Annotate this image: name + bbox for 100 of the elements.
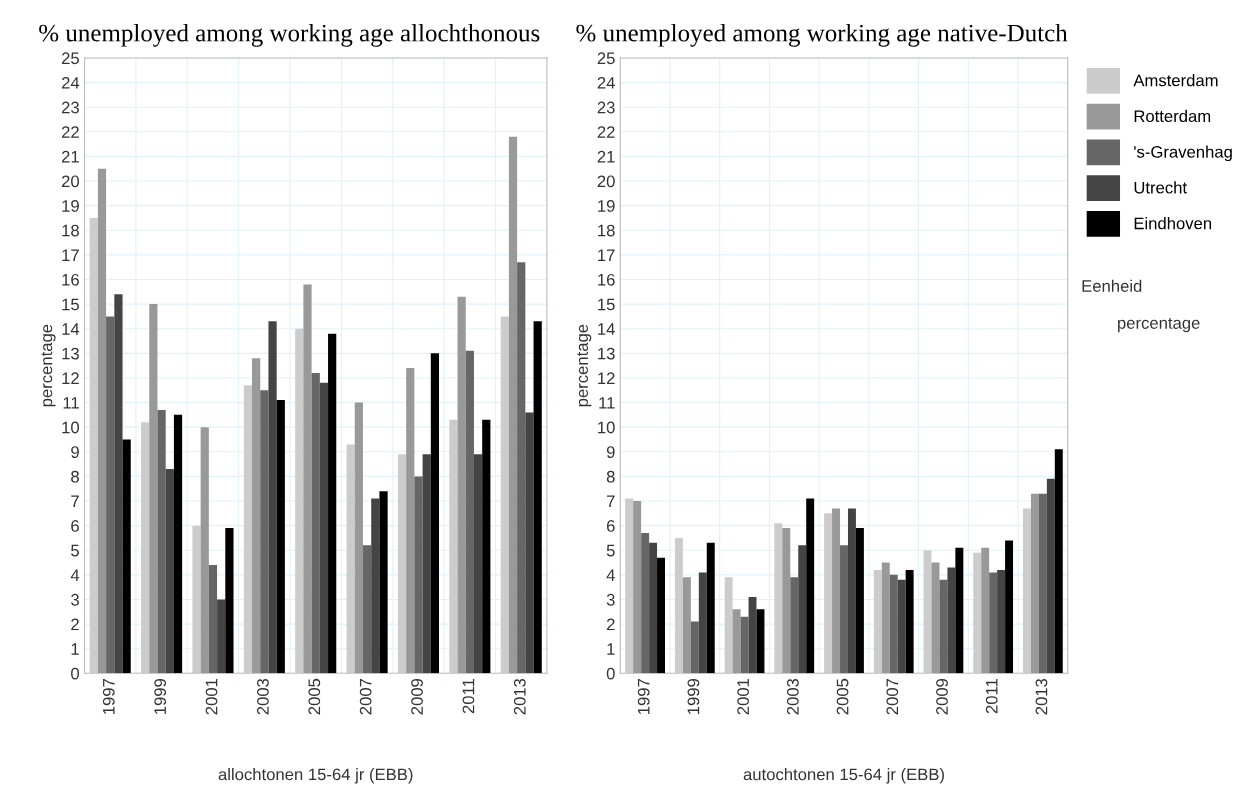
bar <box>406 368 415 674</box>
y-tick-label: 4 <box>70 569 80 581</box>
y-tick-label: 12 <box>598 372 615 384</box>
y-tick-label: 9 <box>71 446 79 458</box>
bar <box>806 498 815 674</box>
y-tick-label: 2 <box>606 618 615 631</box>
y-tick-label: 19 <box>598 200 615 212</box>
chart-title: % unemployed among working age allochthonous <box>39 23 540 47</box>
bar <box>457 296 466 674</box>
x-tick-label: 2013 <box>513 678 526 715</box>
bar <box>798 545 807 674</box>
x-axis-title: autochtonen 15-64 jr (EBB) <box>743 768 944 784</box>
bar <box>782 528 791 674</box>
bar <box>525 412 534 674</box>
bar <box>362 545 372 674</box>
bar <box>657 557 665 674</box>
bar <box>732 609 741 674</box>
y-tick-label: 15 <box>62 298 79 311</box>
y-tick-label: 8 <box>606 470 615 483</box>
bar <box>149 304 158 674</box>
y-tick-label: 25 <box>597 52 615 65</box>
y-tick-label: 20 <box>61 175 80 188</box>
bar <box>328 333 337 674</box>
chart-title: % unemployed among working age native-Dutch <box>576 23 1068 47</box>
bar <box>905 569 914 674</box>
x-tick-label: 2011 <box>462 678 475 714</box>
y-tick-label: 18 <box>598 224 615 237</box>
y-tick-label: 11 <box>599 397 615 409</box>
bar <box>889 574 898 674</box>
bar <box>955 547 964 674</box>
bar <box>897 579 906 674</box>
bar <box>311 373 320 674</box>
bar <box>371 498 380 674</box>
x-tick-label: 2001 <box>737 678 750 715</box>
bar <box>122 439 131 674</box>
x-tick-label: 2007 <box>886 679 899 715</box>
bar <box>430 353 440 674</box>
bar <box>97 168 107 674</box>
x-tick-label: 1999 <box>687 678 700 714</box>
y-tick-label: 10 <box>62 421 80 434</box>
y-tick-label: 5 <box>606 544 615 557</box>
y-tick-label: 16 <box>598 273 615 286</box>
y-tick-label: 23 <box>61 101 79 114</box>
y-tick-label: 13 <box>598 347 615 360</box>
bar <box>500 316 509 674</box>
bar <box>449 419 458 674</box>
legend-label: Rotterdam <box>1134 109 1211 123</box>
x-tick-label: 1997 <box>637 679 650 714</box>
y-tick-label: 11 <box>63 397 79 409</box>
y-tick-label: 16 <box>62 273 79 286</box>
x-tick-label: 1999 <box>154 678 167 714</box>
x-tick-label: 2007 <box>359 679 372 715</box>
y-tick-label: 6 <box>71 520 79 532</box>
y-tick-label: 24 <box>597 76 615 89</box>
bar <box>682 577 691 674</box>
bar <box>740 616 749 674</box>
bar <box>165 469 174 674</box>
bar <box>114 294 123 674</box>
y-tick-label: 3 <box>606 593 615 606</box>
y-tick-label: 6 <box>606 520 615 532</box>
bar <box>1054 449 1063 674</box>
bar <box>973 552 982 674</box>
bar <box>939 579 948 674</box>
y-tick-label: 18 <box>62 224 79 237</box>
bar <box>633 501 642 674</box>
bar <box>881 562 890 674</box>
legend-label: 's-Gravenhag <box>1134 145 1232 162</box>
y-tick-label: 1 <box>71 643 79 655</box>
bar <box>397 454 407 674</box>
bar <box>517 262 526 674</box>
y-axis-title: percentage <box>41 324 56 407</box>
bar <box>303 284 312 674</box>
bar <box>208 565 218 674</box>
bar <box>217 599 226 674</box>
y-tick-label: 7 <box>606 495 615 508</box>
y-tick-label: 21 <box>597 150 615 163</box>
bar <box>295 328 304 674</box>
y-tick-label: 5 <box>71 544 79 557</box>
y-tick-label: 13 <box>62 347 79 360</box>
bar <box>774 523 783 674</box>
y-tick-label: 12 <box>62 372 79 384</box>
x-tick-label: 2005 <box>836 678 849 715</box>
legend-label: Utrecht <box>1134 181 1187 194</box>
bar <box>225 528 234 674</box>
y-tick-label: 25 <box>61 52 79 65</box>
y-tick-label: 24 <box>61 76 80 89</box>
y-tick-label: 15 <box>598 298 615 311</box>
text: Eenheid <box>1082 279 1142 292</box>
bar <box>268 321 277 674</box>
bar <box>625 498 634 674</box>
legend-label: Eindhoven <box>1134 217 1212 230</box>
bar <box>1022 508 1031 674</box>
y-axis-title: percentage <box>577 324 592 407</box>
x-tick-label: 2003 <box>786 678 799 715</box>
bar <box>422 454 431 674</box>
bar <box>756 609 765 674</box>
bar <box>981 547 990 674</box>
bar <box>354 402 363 674</box>
x-tick-label: 2009 <box>936 678 948 715</box>
x-axis-title: allochtonen 15-64 jr (EBB) <box>218 768 413 784</box>
